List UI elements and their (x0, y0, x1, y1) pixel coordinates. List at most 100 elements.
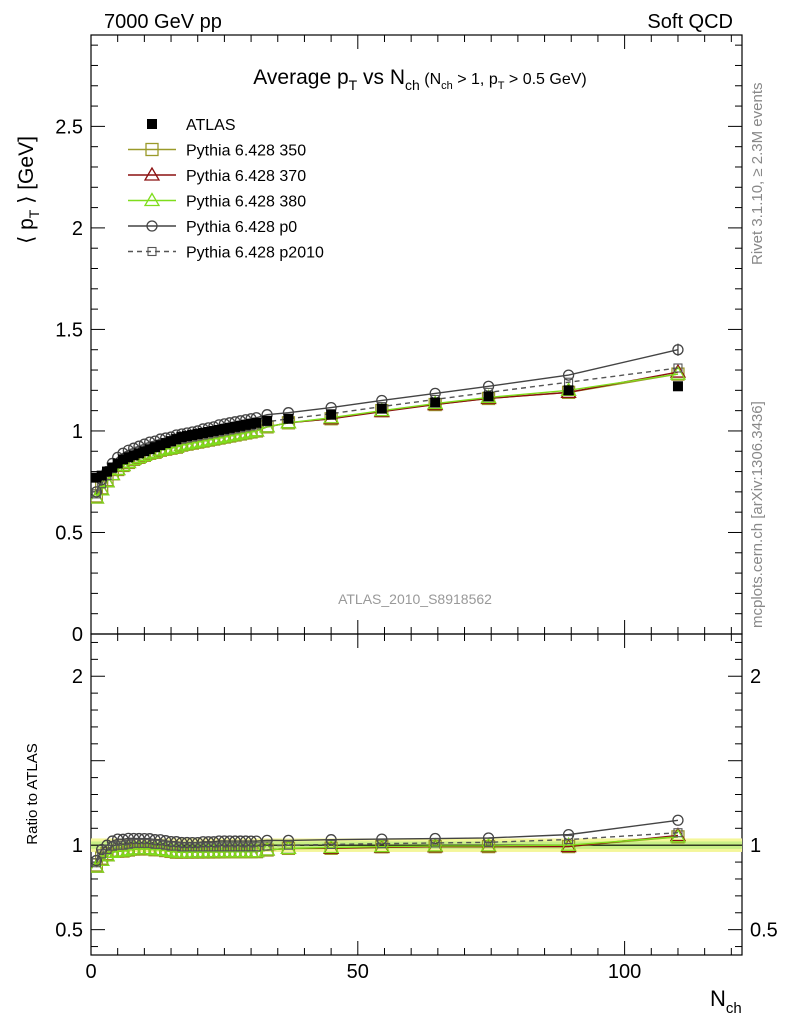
data-point (482, 380, 495, 392)
ratio-point (245, 835, 257, 847)
atlas-data-point (326, 409, 337, 420)
ratio-point (214, 842, 224, 852)
ratio-point (133, 832, 145, 845)
ratio-point (251, 842, 261, 852)
legend-marker (147, 246, 157, 257)
ratio-point (376, 833, 388, 845)
ratio-point (166, 841, 176, 851)
y-tick-label: 2 (72, 218, 83, 240)
atlas-data-point (483, 391, 494, 402)
ratio-point (218, 835, 231, 847)
main-panel-ticks: 0 0.5 1 1.5 2 2.5 (55, 35, 742, 646)
ratio-point (171, 841, 181, 851)
atlas-data-point (171, 434, 182, 445)
y-tick-label: 1 (72, 421, 83, 443)
ratio-point (139, 838, 149, 848)
atlas-data-point (672, 381, 683, 392)
ratio-point (177, 842, 187, 852)
atlas-data-point (155, 440, 166, 451)
legend-label: Pythia 6.428 370 (186, 168, 306, 185)
y-tick-label: 0 (72, 624, 83, 646)
atlas-data-point (150, 442, 161, 453)
ratio-point (134, 838, 144, 848)
atlas-data-point (376, 403, 387, 414)
ratio-point (213, 835, 225, 847)
atlas-data-point (219, 423, 230, 434)
atlas-data-point (123, 452, 134, 463)
mcplots-label: mcplots.cern.ch [arXiv:1306.3436] (749, 401, 766, 628)
atlas-data-point (91, 472, 102, 483)
ratio-point (261, 834, 273, 847)
ratio-point (250, 835, 263, 847)
ratio-point (240, 835, 252, 847)
legend: ATLAS Pythia 6.428 350 Pythia 6.428 370 Pyt… (128, 117, 324, 262)
atlas-data-point (430, 397, 441, 408)
atlas-data-point (139, 446, 150, 457)
atlas-data-point (224, 422, 235, 433)
legend-label: ATLAS (186, 117, 236, 134)
ratio-point (197, 836, 209, 848)
atlas-data-point (283, 413, 294, 424)
ratio-point (377, 839, 387, 849)
atlas-data-point (192, 428, 203, 439)
ratio-point (198, 842, 208, 852)
ratio-point (560, 836, 577, 851)
ratio-point (225, 842, 235, 852)
series-line-ratio (95, 836, 679, 868)
ratio-point (161, 840, 171, 850)
atlas-data-point (240, 419, 251, 430)
legend-entry: Pythia 6.428 370 (128, 166, 306, 185)
main-panel-series (91, 343, 687, 504)
ratio-point (144, 833, 156, 845)
ratio-point (224, 835, 236, 847)
ratio-point (129, 838, 139, 848)
ratio-point (145, 838, 155, 848)
ratio-point (235, 842, 245, 852)
ratio-point (208, 836, 220, 848)
ratio-point (246, 842, 256, 852)
ratio-point (564, 835, 574, 845)
ratio-point (283, 840, 293, 850)
x-tick-label: 100 (608, 961, 641, 983)
atlas-data-point (182, 431, 193, 442)
ratio-y-tick-label-right: 2 (750, 666, 761, 688)
ratio-point (122, 832, 135, 845)
data-point (91, 489, 101, 499)
ratio-y-tick-label-right: 1 (750, 835, 761, 857)
ratio-point (112, 833, 124, 845)
ratio-y-axis-label: Ratio to ATLAS (24, 743, 41, 844)
rivet-version-label: Rivet 3.1.10, ≥ 2.3M events (749, 83, 766, 266)
ratio-point (672, 814, 684, 826)
ratio-point (209, 842, 219, 852)
ratio-point (91, 858, 101, 868)
data-point (562, 369, 575, 381)
ratio-point (182, 842, 192, 852)
ratio-y-tick-label: 0.5 (55, 920, 83, 942)
ratio-point (219, 842, 229, 852)
ratio-point (483, 837, 494, 847)
atlas-data-point (107, 462, 118, 473)
header-category-label: Soft QCD (647, 11, 733, 33)
ratio-point (241, 842, 251, 852)
ratio-panel-series (91, 814, 742, 873)
x-tick-label: 0 (85, 961, 96, 983)
ratio-point (230, 842, 240, 852)
series-line-top (95, 349, 679, 493)
ratio-point (150, 839, 160, 849)
data-point (98, 473, 116, 488)
atlas-data-point (251, 417, 262, 428)
y-tick-label: 0.5 (55, 522, 83, 544)
ratio-point (107, 841, 117, 851)
legend-label: Pythia 6.428 p0 (186, 219, 297, 236)
data-point (669, 365, 687, 380)
legend-entry: ATLAS (147, 117, 236, 134)
atlas-data-point (128, 450, 139, 461)
ratio-point (102, 844, 112, 854)
chart-title: Average pT vs Nch (Nch > 1, pT > 0.5 GeV… (253, 66, 586, 93)
legend-marker (146, 220, 158, 232)
ratio-point (117, 833, 129, 845)
ratio-point (229, 835, 241, 847)
ratio-point (113, 840, 123, 850)
x-axis-label: Nch (710, 986, 742, 1017)
atlas-data-point (235, 420, 246, 431)
